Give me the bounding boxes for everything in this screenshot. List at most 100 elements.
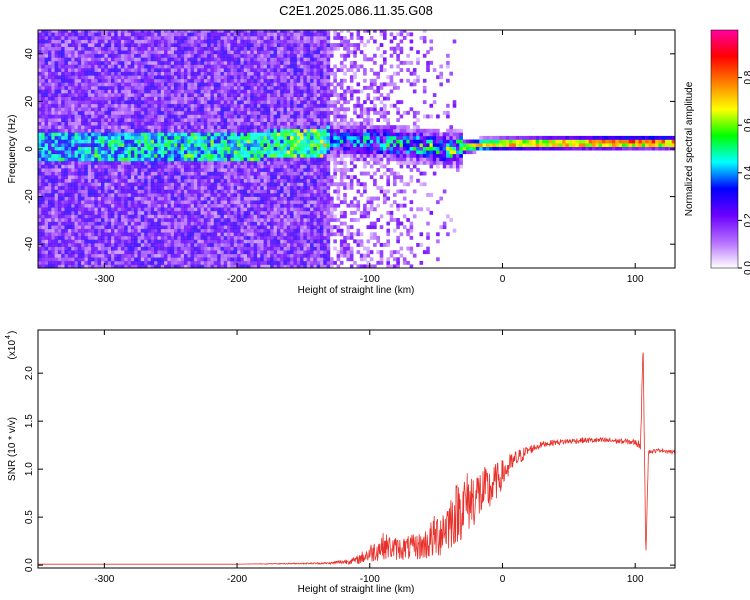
spectrogram-cell (190, 82, 195, 87)
spectrogram-cell (217, 125, 221, 130)
spectrogram-cell (257, 110, 261, 115)
spectrogram-cell (164, 175, 168, 180)
spectrogram-cell (48, 153, 52, 158)
spectrogram-cell (137, 82, 142, 87)
spectrogram-cell (147, 178, 152, 183)
spectrogram-cell (200, 57, 205, 62)
spectrogram-cell (177, 85, 181, 90)
spectrogram-cell (184, 203, 188, 208)
spectrogram-cell (64, 196, 69, 201)
spectrogram-cell (160, 36, 165, 40)
spectrogram-cell (51, 36, 55, 40)
spectrogram-cell (253, 235, 258, 240)
spectrogram-cell (54, 243, 59, 247)
spectrogram-cell (157, 39, 161, 44)
spectrogram-cell (77, 103, 82, 108)
spectrogram-cell (64, 214, 69, 219)
spectrogram-cell (197, 185, 201, 190)
spectrogram-cell (137, 232, 142, 237)
spectrogram-cell (187, 30, 191, 33)
spectrogram-cell (154, 153, 158, 158)
spectrogram-cell (220, 168, 225, 172)
spectrogram-cell (127, 93, 132, 97)
spectrogram-cell (187, 153, 191, 158)
spectrogram-cell (276, 110, 281, 115)
spectrogram-cell (61, 178, 65, 183)
spectrogram-cell (237, 85, 241, 90)
spectrogram-cell (220, 175, 225, 180)
spectrogram-cell (170, 185, 175, 190)
spectrogram-cell (61, 46, 65, 51)
spectrogram-cell (114, 171, 118, 176)
spectrogram-cell (227, 228, 231, 233)
spectrogram-cell (187, 46, 191, 51)
spectrogram-cell (253, 193, 258, 197)
spectrogram-cell (247, 135, 251, 140)
spectrogram-cell (94, 221, 98, 226)
spectrogram-cell (203, 82, 208, 87)
spectrogram-cell (81, 93, 85, 97)
spectrogram-cell (140, 39, 145, 44)
spectrogram-cell (184, 64, 188, 69)
spectrogram-cell (94, 153, 98, 158)
spectrogram-cell (77, 82, 82, 87)
spectrogram-cell (87, 250, 92, 255)
spectrogram-cell (270, 43, 274, 47)
spectrogram-cell (213, 260, 218, 265)
spectrogram-cell (227, 75, 231, 80)
spectrogram-cell (280, 121, 284, 126)
spectrogram-cell (130, 164, 135, 169)
spectrogram-cell (57, 253, 62, 258)
spectrogram-cell (137, 153, 142, 158)
spectrogram-cell (54, 110, 59, 115)
spectrogram-cell (74, 157, 79, 162)
spectrogram-cell (223, 196, 228, 201)
spectrogram-cell (237, 175, 241, 180)
spectrogram-cell (230, 89, 234, 94)
spectrogram-cell (210, 100, 215, 105)
spectrogram-cell (233, 103, 238, 108)
spectrogram-cell (170, 146, 175, 151)
spectrogram-cell (180, 246, 185, 251)
spectrogram-cell (170, 160, 175, 165)
spectrogram-cell (210, 264, 215, 268)
spectrogram-cell (227, 125, 231, 130)
spectrogram-cell (84, 39, 88, 44)
spectrogram-cell (200, 214, 205, 219)
spectrogram-cell (174, 228, 178, 233)
spectrogram-cell (240, 114, 244, 119)
spectrogram-cell (150, 128, 155, 133)
spectrogram-cell (147, 78, 152, 83)
spectrogram-cell (227, 57, 231, 62)
spectrogram-cell (266, 121, 271, 126)
spectrogram-cell (94, 239, 98, 244)
spectrogram-cell (197, 71, 201, 76)
spectrogram-cell (223, 189, 228, 194)
spectrogram-cell (177, 171, 181, 176)
spectrogram-cell (170, 110, 175, 115)
spectrogram-cell (257, 232, 261, 237)
spectrogram-cell (177, 36, 181, 40)
spectrogram-cell (240, 246, 244, 251)
spectrogram-cell (144, 32, 148, 37)
spectrogram-cell (124, 96, 128, 101)
spectrogram-cell (44, 43, 49, 47)
spectrogram-cell (250, 178, 254, 183)
spectrogram-cell (203, 210, 208, 215)
spectrogram-cell (130, 46, 135, 51)
spectrogram-cell (233, 75, 238, 80)
spectrogram-cell (187, 203, 191, 208)
spectrogram-cell (137, 78, 142, 83)
spectrogram-cell (140, 75, 145, 80)
spectrogram-cell (144, 125, 148, 130)
spectrogram-cell (144, 214, 148, 219)
spectrogram-cell (81, 50, 85, 55)
spectrogram-cell (111, 235, 115, 240)
spectrogram-cell (250, 135, 254, 140)
spectrogram-cell (74, 250, 79, 255)
spectrogram-cell (260, 246, 264, 251)
spectrogram-cell (114, 93, 118, 97)
spectrogram-cell (177, 207, 181, 212)
spectrogram-cell (117, 32, 122, 37)
spectrogram-cell (57, 143, 62, 147)
